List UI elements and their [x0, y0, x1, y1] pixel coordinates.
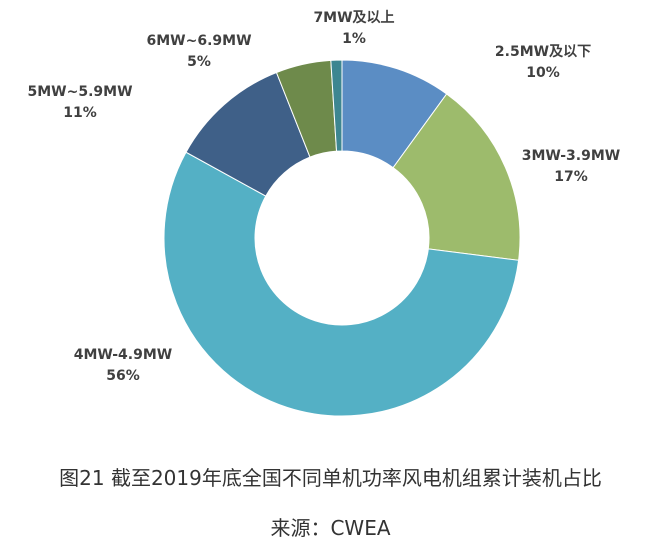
slice-name-label: 3MW-3.9MW [522, 148, 620, 164]
donut-slice-2 [163, 151, 520, 417]
slice-labels: 2.5MW及以下 10% 3MW-3.9MW 17% 4MW-4.9MW 56% 5MW~5… [27, 10, 620, 384]
donut-slices [163, 59, 521, 417]
slice-value-label: 17% [554, 169, 588, 185]
slice-value-label: 1% [342, 31, 366, 47]
donut-slice-1 [392, 93, 521, 261]
slice-value-label: 5% [187, 54, 211, 70]
slice-value-label: 11% [63, 105, 97, 121]
figure-source: 来源：CWEA [270, 516, 391, 540]
slice-name-label: 4MW-4.9MW [74, 347, 172, 363]
slice-name-label: 2.5MW及以下 [495, 44, 591, 60]
figure-caption: 图21 截至2019年底全国不同单机功率风电机组累计装机占比 [59, 466, 602, 490]
slice-name-label: 6MW~6.9MW [146, 33, 251, 49]
slice-value-label: 10% [526, 65, 560, 81]
slice-value-label: 56% [106, 368, 140, 384]
slice-name-label: 7MW及以上 [313, 10, 394, 26]
donut-chart: 2.5MW及以下 10% 3MW-3.9MW 17% 4MW-4.9MW 56% 5MW~5… [27, 10, 620, 417]
donut-slice-5 [330, 59, 343, 152]
slice-name-label: 5MW~5.9MW [27, 84, 132, 100]
